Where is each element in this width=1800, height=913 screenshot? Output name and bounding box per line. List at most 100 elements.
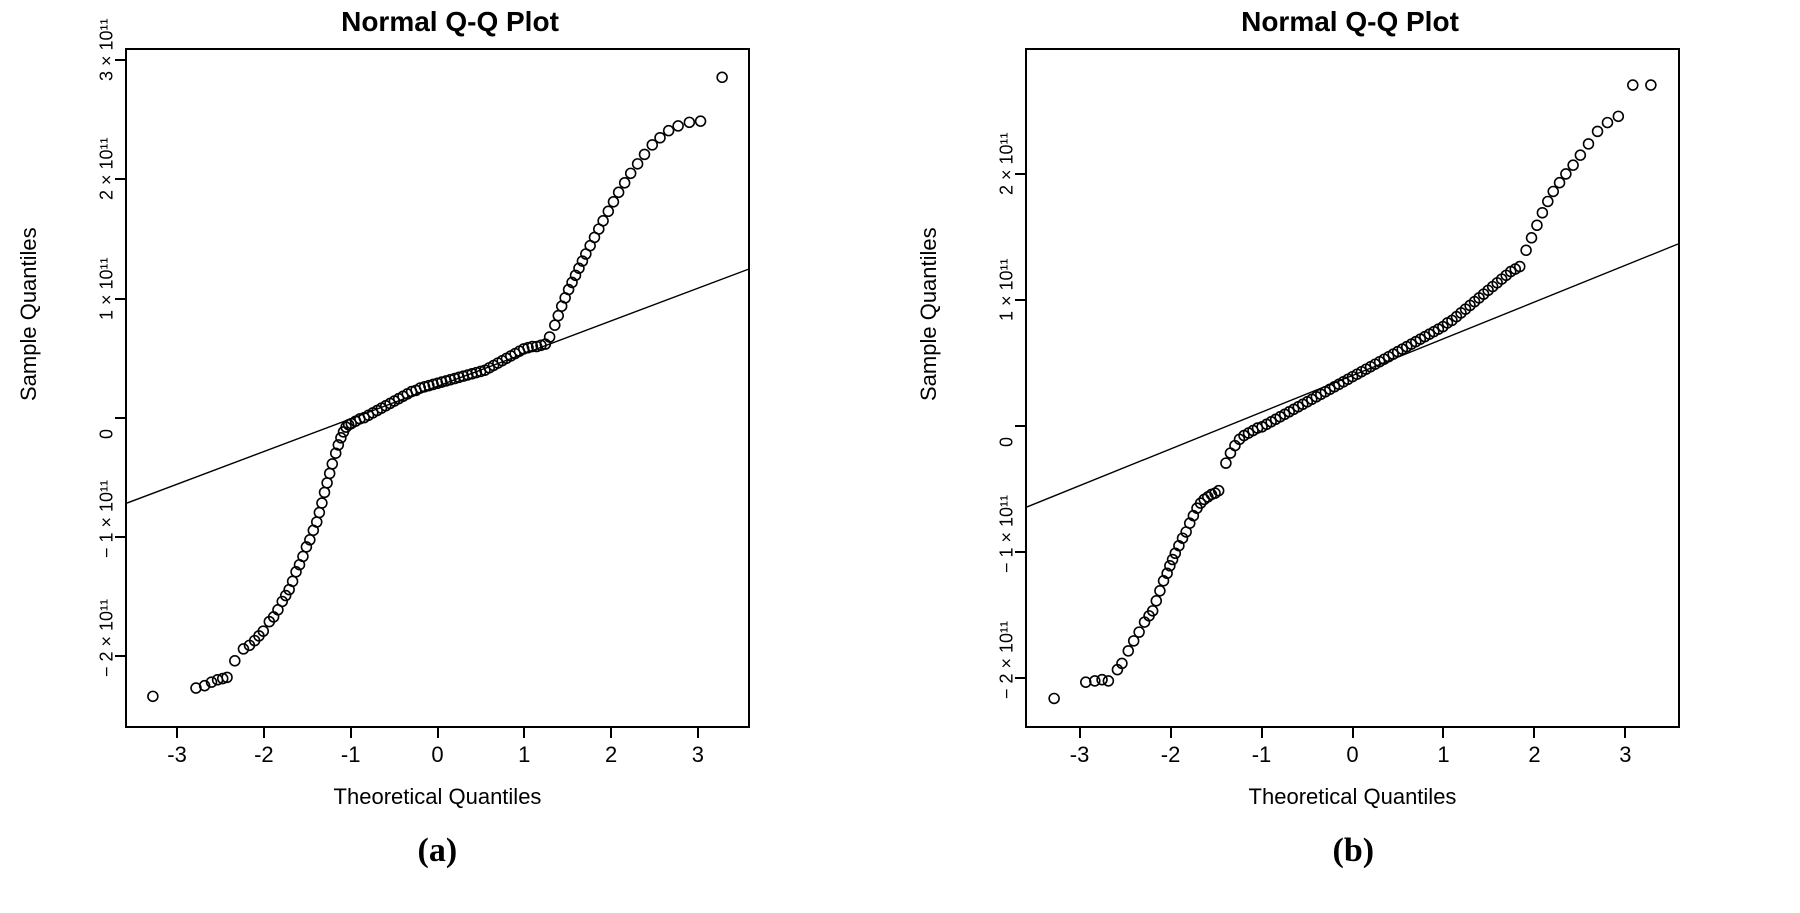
panel-a: Normal Q-Q Plot -3 -2 -1 0 1 2 3 − 2 × 10¹¹ − 1 ×… xyxy=(0,0,900,913)
qq-point xyxy=(550,320,560,330)
x-tick xyxy=(697,728,699,738)
qq-point xyxy=(1049,693,1059,703)
qq-point xyxy=(1532,220,1542,230)
qq-point xyxy=(655,133,665,143)
x-tick-label: 0 xyxy=(431,742,443,768)
qq-point xyxy=(1548,186,1558,196)
y-tick-label: 1 × 10¹¹ xyxy=(997,258,1018,321)
qq-point xyxy=(1168,555,1178,565)
qq-point xyxy=(717,72,727,82)
y-tick-label: − 1 × 10¹¹ xyxy=(997,495,1018,573)
qq-point xyxy=(1221,458,1231,468)
x-tick xyxy=(1170,728,1172,738)
y-tick-label: 0 xyxy=(97,429,118,439)
qq-point xyxy=(1628,80,1638,90)
qq-point xyxy=(1603,118,1613,128)
qq-point xyxy=(1555,178,1565,188)
qq-point xyxy=(1527,233,1537,243)
x-tick xyxy=(437,728,439,738)
x-tick-label: 2 xyxy=(1528,742,1540,768)
y-tick-label: − 1 × 10¹¹ xyxy=(97,480,118,558)
qq-point xyxy=(1134,627,1144,637)
x-tick xyxy=(523,728,525,738)
x-tick xyxy=(610,728,612,738)
y-tick-label: − 2 × 10¹¹ xyxy=(97,599,118,677)
qq-point xyxy=(1584,139,1594,149)
qq-point xyxy=(626,168,636,178)
y-axis-label: Sample Quantiles xyxy=(916,377,942,401)
qq-point xyxy=(696,116,706,126)
figure-root: Normal Q-Q Plot -3 -2 -1 0 1 2 3 − 2 × 10¹¹ − 1 ×… xyxy=(0,0,1800,913)
y-tick-label: 3 × 10¹¹ xyxy=(97,18,118,81)
x-tick-label: 1 xyxy=(1437,742,1449,768)
y-tick-label: 2 × 10¹¹ xyxy=(997,132,1018,195)
plot-area xyxy=(125,48,750,728)
qq-point xyxy=(298,551,308,561)
x-tick-label: -1 xyxy=(1252,742,1272,768)
plot-title: Normal Q-Q Plot xyxy=(0,6,900,38)
y-tick-label: 0 xyxy=(997,437,1018,447)
y-axis-label: Sample Quantiles xyxy=(16,377,42,401)
x-tick-label: -1 xyxy=(341,742,361,768)
qq-point xyxy=(1575,150,1585,160)
qq-point xyxy=(1521,245,1531,255)
plot-title: Normal Q-Q Plot xyxy=(900,6,1800,38)
x-tick xyxy=(263,728,265,738)
x-tick-label: 2 xyxy=(605,742,617,768)
qq-point xyxy=(320,487,330,497)
qq-point xyxy=(1537,208,1547,218)
x-axis-label: Theoretical Quantiles xyxy=(125,784,750,810)
qq-point xyxy=(614,187,624,197)
qq-point xyxy=(325,468,335,478)
panel-subcaption: (a) xyxy=(418,832,458,870)
panel-b: Normal Q-Q Plot -3 -2 -1 0 1 2 3 − 2 × 10¹¹ − 1 ×… xyxy=(900,0,1800,913)
x-tick-label: -2 xyxy=(1161,742,1181,768)
qq-point xyxy=(322,478,332,488)
qq-point xyxy=(640,149,650,159)
qq-point xyxy=(1155,586,1165,596)
qq-point xyxy=(230,656,240,666)
qq-point xyxy=(673,121,683,131)
x-tick xyxy=(350,728,352,738)
panel-subcaption: (b) xyxy=(1333,832,1375,870)
x-tick xyxy=(1352,728,1354,738)
x-tick xyxy=(1261,728,1263,738)
x-tick-label: 0 xyxy=(1346,742,1358,768)
y-tick xyxy=(1015,425,1025,427)
qq-point xyxy=(288,576,298,586)
x-axis-label: Theoretical Quantiles xyxy=(1025,784,1680,810)
x-tick-label: -2 xyxy=(254,742,274,768)
x-tick-label: 1 xyxy=(518,742,530,768)
y-tick-label: − 2 × 10¹¹ xyxy=(997,621,1018,699)
qq-point xyxy=(633,159,643,169)
qq-point xyxy=(1561,169,1571,179)
qq-point xyxy=(1123,646,1133,656)
x-tick-label: -3 xyxy=(167,742,187,768)
x-tick xyxy=(176,728,178,738)
qq-point xyxy=(1225,448,1235,458)
y-tick xyxy=(115,417,125,419)
x-tick xyxy=(1079,728,1081,738)
plot-area xyxy=(1025,48,1680,728)
x-tick-label: 3 xyxy=(1619,742,1631,768)
qq-point xyxy=(1613,111,1623,121)
qq-point xyxy=(684,117,694,127)
qq-point xyxy=(317,498,327,508)
qq-point xyxy=(664,126,674,136)
qq-point xyxy=(1593,126,1603,136)
x-tick-label: -3 xyxy=(1070,742,1090,768)
y-tick-label: 2 × 10¹¹ xyxy=(97,138,118,201)
qq-point xyxy=(1151,596,1161,606)
qq-point xyxy=(553,311,563,321)
qq-point xyxy=(598,216,608,226)
qq-point xyxy=(327,459,337,469)
qq-point xyxy=(608,197,618,207)
qq-point xyxy=(1646,80,1656,90)
x-tick-label: 3 xyxy=(692,742,704,768)
qq-point xyxy=(312,517,322,527)
x-tick xyxy=(1533,728,1535,738)
qq-point xyxy=(620,178,630,188)
qq-point xyxy=(1543,197,1553,207)
qq-point xyxy=(314,508,324,518)
y-tick-label: 1 × 10¹¹ xyxy=(97,257,118,320)
